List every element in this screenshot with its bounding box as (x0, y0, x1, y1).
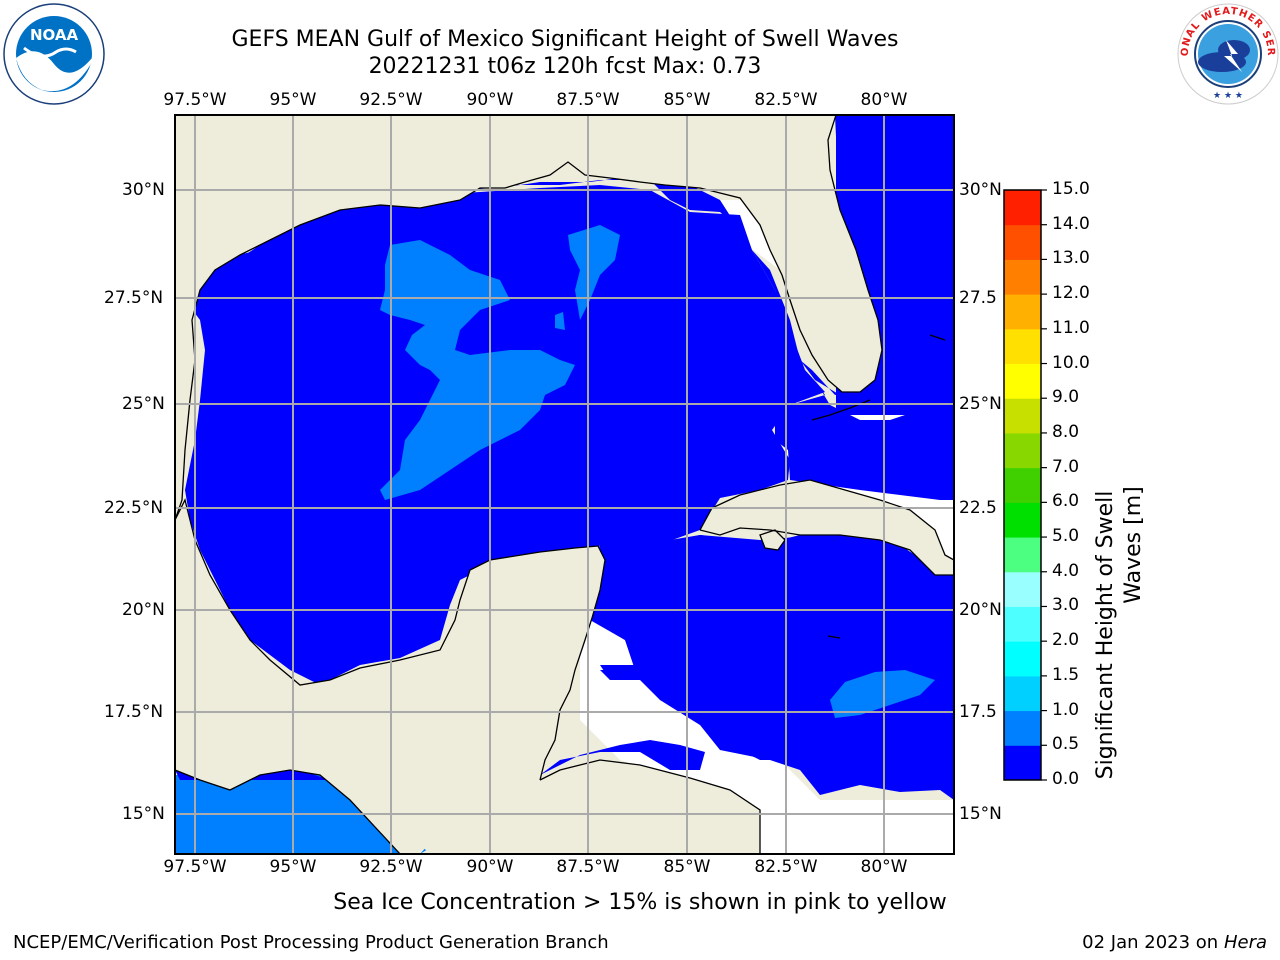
colorbar-tick-label: 6.0 (1052, 491, 1080, 512)
map-subtitle: 20221231 t06z 120h fcst Max: 0.73 (368, 54, 762, 79)
date-text: 02 Jan 2023 on (1082, 932, 1219, 953)
colorbar-tick-label: 10.0 (1052, 352, 1090, 373)
swell-level-1-patch (555, 312, 565, 330)
swell-level-1-pacific (175, 768, 430, 854)
colorbar-bin (1004, 710, 1041, 746)
colorbar-bin (1004, 745, 1041, 781)
lon-label-top: 82.5°W (754, 90, 818, 110)
colorbar-bin (1004, 363, 1041, 399)
lon-label-top: 80°W (860, 90, 908, 110)
swell-level-0-caribbean (590, 535, 954, 800)
lon-label-top: 87.5°W (556, 90, 620, 110)
colorbar-tick-label: 3.0 (1052, 595, 1080, 616)
lat-label-left: 25°N (122, 394, 165, 414)
lon-label-bottom: 90°W (466, 857, 514, 877)
colorbar-bin (1004, 259, 1041, 295)
colorbar-bin (1004, 571, 1041, 607)
machine-name: Hera (1223, 932, 1267, 953)
colorbar-tick-label: 5.0 (1052, 526, 1080, 547)
swell-level-1-patch (380, 240, 575, 500)
colorbar-bin (1004, 190, 1041, 226)
colorbar-bin (1004, 398, 1041, 434)
land-central-america (420, 760, 760, 854)
colorbar-tick-label: 11.0 (1052, 317, 1090, 338)
colorbar-bin (1004, 502, 1041, 538)
date-label: 02 Jan 2023 on Hera (1082, 932, 1267, 953)
colorbar-tick-label: 1.5 (1052, 664, 1080, 685)
colorbar-tick-label: 13.0 (1052, 248, 1090, 269)
lon-label-bottom: 85°W (663, 857, 711, 877)
lat-label-right: 15°N (959, 804, 1002, 824)
svg-text:NOAA: NOAA (30, 26, 79, 44)
colorbar-bin (1004, 294, 1041, 330)
colorbar-tick-label: 15.0 (1052, 179, 1090, 199)
colorbar-tick-label: 4.0 (1052, 560, 1080, 581)
graticule (175, 115, 954, 854)
organization-label: NCEP/EMC/Verification Post Processing Pr… (13, 932, 609, 953)
colorbar-tick-label: 12.0 (1052, 283, 1090, 304)
sea-ice-note: Sea Ice Concentration > 15% is shown in … (333, 890, 947, 915)
colorbar-tick-label: 9.0 (1052, 387, 1080, 408)
lon-label-top: 95°W (269, 90, 317, 110)
colorbar-frame (1003, 189, 1042, 781)
coastlines (175, 115, 954, 854)
lon-label-top: 90°W (466, 90, 514, 110)
colorbar-tick-label: 2.0 (1052, 630, 1080, 651)
lon-label-top: 92.5°W (359, 90, 423, 110)
lat-label-right: 22.5 (959, 498, 997, 518)
lon-label-bottom: 97.5°W (163, 857, 227, 877)
lat-label-right: 20°N (959, 600, 1002, 620)
colorbar-tick-label: 7.0 (1052, 456, 1080, 477)
land-mexico-east (175, 500, 270, 660)
swell-level-0-honduras (540, 740, 705, 775)
lon-label-bottom: 80°W (860, 857, 908, 877)
colorbar-bin (1004, 467, 1041, 503)
swell-level-1-patch (568, 225, 620, 320)
noaa-logo: NOAA (2, 2, 106, 110)
lat-label-left: 20°N (122, 600, 165, 620)
land-us (175, 115, 700, 520)
colorbar-bin (1004, 641, 1041, 677)
colorbar-bin (1004, 537, 1041, 573)
lat-label-right: 25°N (959, 394, 1002, 414)
colorbar-bin (1004, 606, 1041, 642)
colorbar-tick-label: 0.0 (1052, 769, 1080, 789)
colorbar-tick-label: 8.0 (1052, 421, 1080, 442)
svg-text:Waves [m]: Waves [m] (1121, 486, 1146, 603)
lat-label-right: 17.5 (959, 702, 997, 722)
lat-label-left: 17.5°N (104, 702, 164, 722)
land-isle-of-youth (760, 530, 785, 550)
map-title: GEFS MEAN Gulf of Mexico Significant Hei… (231, 27, 899, 52)
colorbar (1004, 189, 1047, 781)
swell-level-1-patch (830, 670, 935, 718)
map-frame (174, 114, 955, 855)
nws-logo: NATIONAL WEATHER SERVICE ★ ★ ★ (1171, 0, 1280, 110)
svg-text:★ ★ ★: ★ ★ ★ (1213, 91, 1243, 101)
lon-label-bottom: 87.5°W (556, 857, 620, 877)
lat-label-right: 30°N (959, 180, 1002, 200)
svg-text:Significant Height of Swell: Significant Height of Swell (1093, 491, 1118, 780)
colorbar-tick-label: 0.5 (1052, 734, 1080, 755)
lat-label-left: 27.5°N (104, 288, 164, 308)
lon-label-top: 85°W (663, 90, 711, 110)
lon-label-bottom: 82.5°W (754, 857, 818, 877)
lat-label-left: 30°N (122, 180, 165, 200)
lat-label-right: 27.5 (959, 288, 997, 308)
colorbar-tick-label: 1.0 (1052, 699, 1080, 720)
land-florida (700, 115, 882, 392)
lat-label-left: 15°N (122, 804, 165, 824)
lon-label-top: 97.5°W (163, 90, 227, 110)
colorbar-tick-label: 14.0 (1052, 213, 1090, 234)
lat-label-left: 22.5°N (104, 498, 164, 518)
lon-label-bottom: 95°W (269, 857, 317, 877)
colorbar-bin (1004, 224, 1041, 260)
colorbar-bin (1004, 328, 1041, 365)
lon-label-bottom: 92.5°W (359, 857, 423, 877)
colorbar-bin (1004, 432, 1041, 469)
colorbar-title: Significant Height of Swell Waves [m] (1090, 260, 1146, 780)
colorbar-bin (1004, 675, 1041, 712)
